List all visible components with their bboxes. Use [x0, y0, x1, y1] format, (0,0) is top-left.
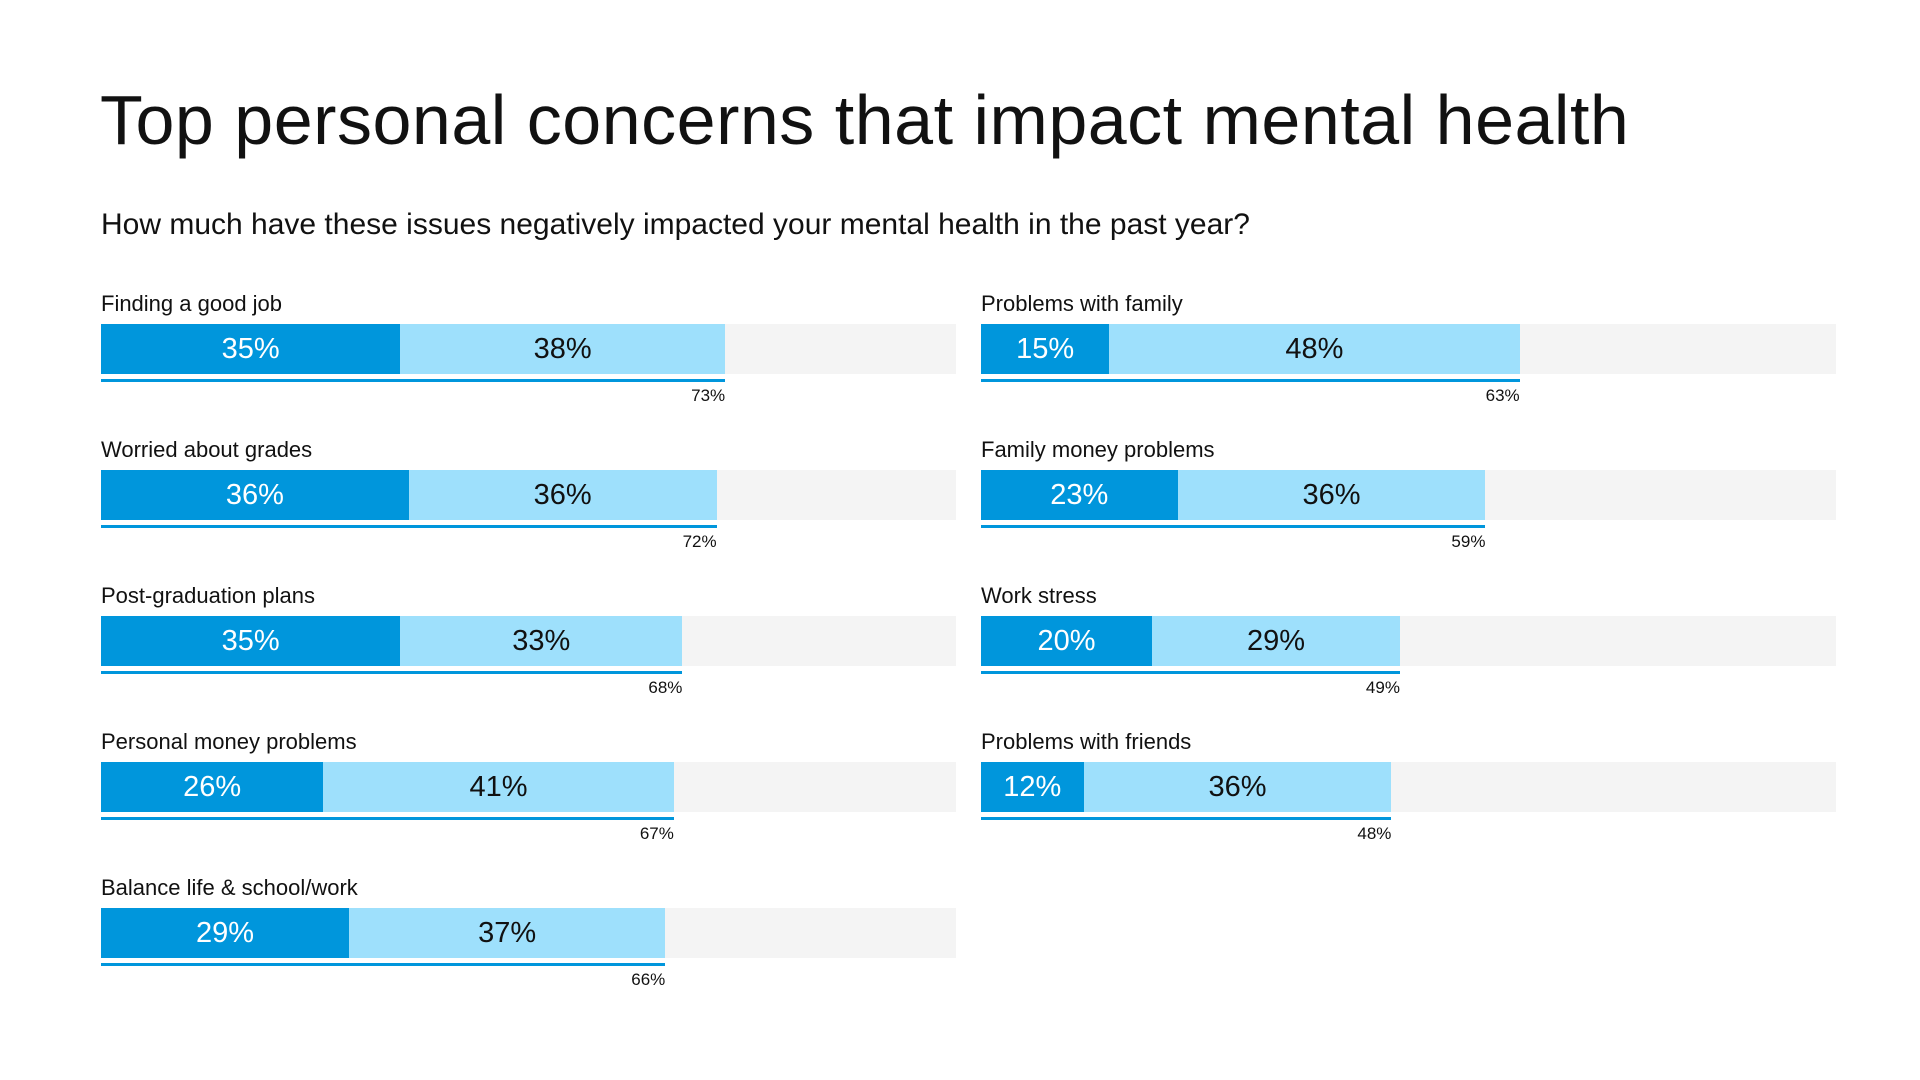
bar-total-line [101, 525, 717, 528]
bar-track: 26% 41% [101, 762, 956, 812]
bar-total-line [981, 671, 1400, 674]
bar-row: Finding a good job 35% 38% 73% [101, 290, 956, 430]
bar-track: 36% 36% [101, 470, 956, 520]
bar-label: Personal money problems [101, 729, 357, 754]
bar-track: 35% 38% [101, 324, 956, 374]
bar-label: Work stress [981, 583, 1097, 608]
bar-segment-dark: 15% [981, 324, 1110, 374]
bar-total-label: 66% [631, 970, 666, 989]
bar-total-label: 59% [1451, 532, 1486, 551]
bar-total-label: 49% [1365, 678, 1400, 697]
bar-row: Problems with family 15% 48% 63% [981, 290, 1836, 430]
bar-segment-light: 48% [1109, 324, 1520, 374]
bar-segment-light: 29% [1152, 616, 1400, 666]
bar-total-label: 67% [639, 824, 674, 843]
bar-row: Balance life & school/work 29% 37% 66% [101, 874, 956, 1014]
bar-segment-light: 36% [1177, 470, 1486, 520]
bar-row: Family money problems 23% 36% 59% [981, 436, 1836, 576]
bar-label: Problems with family [981, 291, 1183, 316]
bar-total-line [981, 379, 1520, 382]
bar-segment-light: 36% [1083, 762, 1392, 812]
bar-row: Personal money problems 26% 41% 67% [101, 728, 956, 868]
bar-segment-light: 41% [323, 762, 674, 812]
bar-total-line [981, 525, 1486, 528]
bar-segment-light: 36% [408, 470, 717, 520]
bar-track: 23% 36% [981, 470, 1836, 520]
bar-total-line [981, 817, 1392, 820]
bar-track: 20% 29% [981, 616, 1836, 666]
bar-track: 29% 37% [101, 908, 956, 958]
bar-track: 12% 36% [981, 762, 1836, 812]
bar-label: Finding a good job [101, 291, 283, 316]
chart-subtitle: How much have these issues negatively im… [101, 208, 1250, 241]
bar-row: Post-graduation plans 35% 33% 68% [101, 582, 956, 722]
chart-title: Top personal concerns that impact mental… [100, 81, 1630, 159]
bar-row: Problems with friends 12% 36% 48% [981, 728, 1836, 868]
bar-segment-dark: 12% [981, 762, 1084, 812]
bar-label: Balance life & school/work [101, 875, 358, 900]
bar-segment-dark: 20% [981, 616, 1152, 666]
bar-total-line [101, 963, 666, 966]
bar-segment-dark: 23% [981, 470, 1178, 520]
bar-segment-light: 33% [400, 616, 683, 666]
bar-row: Work stress 20% 29% 49% [981, 582, 1836, 722]
bar-total-label: 68% [648, 678, 683, 697]
bar-total-line [101, 671, 683, 674]
bar-row: Worried about grades 36% 36% 72% [101, 436, 956, 576]
bar-segment-light: 37% [348, 908, 666, 958]
bar-label: Post-graduation plans [101, 583, 316, 608]
bar-total-line [101, 379, 726, 382]
bar-track: 15% 48% [981, 324, 1836, 374]
bar-total-label: 48% [1357, 824, 1392, 843]
bar-segment-dark: 26% [101, 762, 324, 812]
bar-label: Worried about grades [101, 437, 313, 462]
bar-total-label: 73% [691, 386, 726, 405]
bar-label: Problems with friends [981, 729, 1192, 754]
bar-total-label: 63% [1485, 386, 1520, 405]
bar-label: Family money problems [981, 437, 1215, 462]
bar-segment-dark: 35% [101, 324, 401, 374]
bar-segment-dark: 29% [101, 908, 349, 958]
bar-total-label: 72% [682, 532, 717, 551]
bar-total-line [101, 817, 674, 820]
bar-segment-dark: 35% [101, 616, 401, 666]
bar-segment-dark: 36% [101, 470, 409, 520]
bar-segment-light: 38% [400, 324, 726, 374]
bar-track: 35% 33% [101, 616, 956, 666]
